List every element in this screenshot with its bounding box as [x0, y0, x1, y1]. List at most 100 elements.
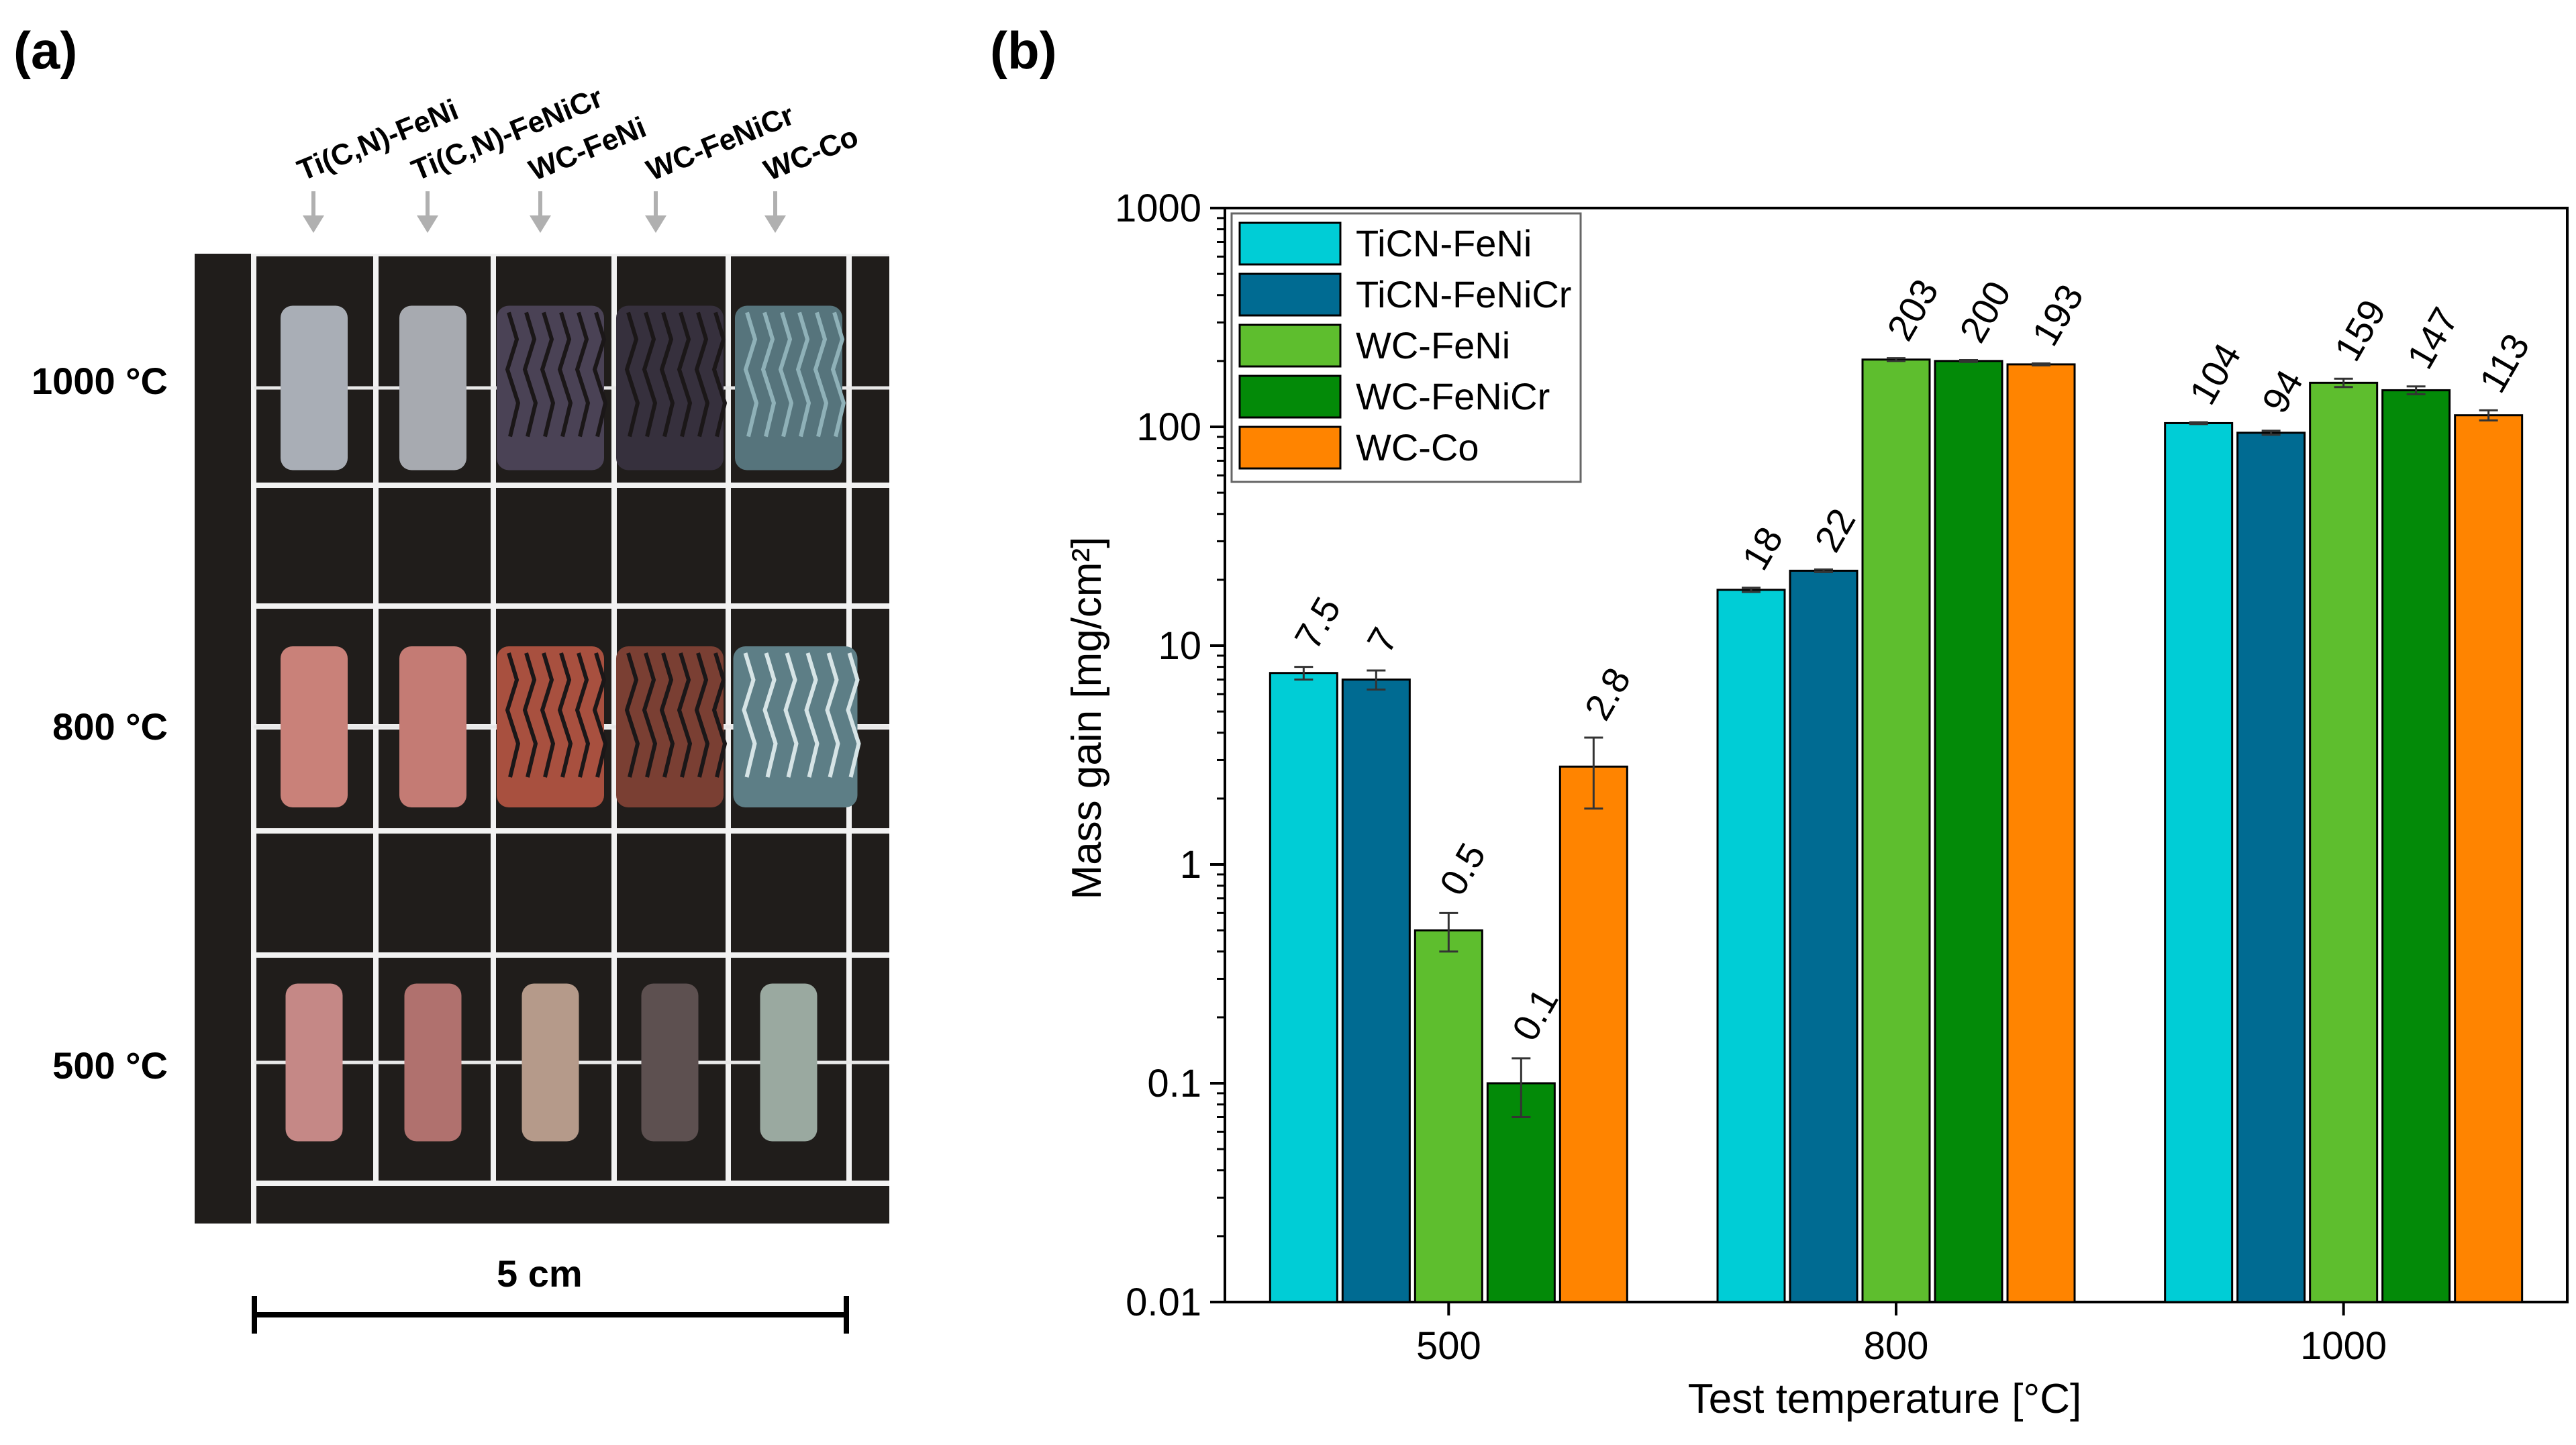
sample-specimen [616, 646, 724, 807]
scale-bar-label: 5 cm [497, 1252, 583, 1295]
y-tick-label: 10 [1158, 624, 1201, 668]
crack-texture [694, 311, 710, 438]
bar [1789, 569, 1859, 1303]
x-tick-label: 500 [1416, 1324, 1481, 1368]
crack-texture [505, 652, 521, 778]
mass-gain-chart: 0.01 0.1 1 10 100 1000 500 800 1000 7.5 7 0.5 0.1 2.… [1064, 187, 2569, 1422]
crack-texture [846, 652, 861, 778]
panel-b-label: (b) [990, 21, 1057, 80]
y-tick-label: 0.1 [1147, 1062, 1201, 1105]
data-label: 18 [1734, 519, 1791, 577]
data-label: 7.5 [1286, 590, 1348, 656]
crack-texture [540, 311, 556, 438]
bar [1861, 358, 1931, 1303]
x-axis-title: Test temperature [°C] [1688, 1376, 2081, 1422]
crack-texture [592, 311, 608, 438]
crack-texture [677, 652, 693, 778]
legend-swatch [1238, 375, 1342, 419]
sample-photo [195, 254, 889, 1224]
sample-specimen [641, 983, 699, 1142]
x-tick-label: 1000 [2300, 1324, 2387, 1368]
crack-texture [540, 652, 556, 778]
data-label: 104 [2181, 336, 2248, 411]
y-axis-title: Mass gain [mg/cm²] [1064, 537, 1110, 900]
y-tick-label: 0.01 [1126, 1281, 1201, 1324]
crack-texture [575, 311, 591, 438]
data-label: 7 [1358, 621, 1405, 660]
legend-swatch [1238, 426, 1342, 470]
crack-texture [795, 311, 811, 438]
sample-specimen [733, 646, 858, 807]
crack-texture [557, 311, 573, 438]
data-label: 94 [2253, 362, 2311, 419]
scale-bar [252, 1296, 849, 1334]
legend-swatch [1238, 221, 1342, 266]
crack-texture [624, 311, 640, 438]
panel-a-label: (a) [13, 21, 78, 80]
crack-texture [711, 652, 728, 778]
crack-texture [592, 652, 608, 778]
data-label: 0.1 [1503, 981, 1566, 1048]
sample-specimen [399, 305, 466, 470]
sample-specimen [616, 305, 724, 470]
bar [1934, 360, 2003, 1303]
crack-texture [825, 652, 840, 778]
bar [2006, 363, 2076, 1303]
data-label: 113 [2471, 327, 2537, 400]
crack-texture [711, 311, 728, 438]
bar [1558, 765, 1628, 1303]
legend-label: WC-FeNi [1356, 324, 1510, 366]
row-label-500: 500 °C [52, 1044, 168, 1087]
data-label: 203 [1879, 272, 1946, 347]
legend-swatch [1238, 272, 1342, 317]
crack-texture [642, 311, 658, 438]
crack-texture [742, 652, 757, 778]
sample-specimen [735, 305, 842, 470]
bar [1716, 589, 1786, 1303]
crack-texture [505, 311, 521, 438]
bar [1414, 929, 1483, 1303]
sample-specimen [285, 983, 343, 1142]
x-tick-label: 800 [1864, 1324, 1929, 1368]
sample-specimen [281, 305, 348, 470]
crack-texture [830, 311, 846, 438]
bar [2454, 414, 2524, 1303]
chart-axes: 0.01 0.1 1 10 100 1000 500 800 1000 [1115, 187, 2569, 1368]
row-label-800: 800 °C [52, 705, 168, 748]
y-tick-label: 1000 [1115, 187, 1201, 230]
crack-texture [642, 652, 658, 778]
crack-texture [694, 652, 710, 778]
data-label: 159 [2326, 293, 2393, 368]
crack-texture [522, 652, 538, 778]
sample-specimen [497, 646, 604, 807]
sample-specimen [281, 646, 348, 807]
bar [1341, 678, 1411, 1303]
crack-texture [624, 652, 640, 778]
crack-texture [804, 652, 820, 778]
legend-label: WC-Co [1356, 426, 1479, 468]
crack-texture [743, 311, 759, 438]
sample-specimen [399, 646, 466, 807]
data-label: 22 [1806, 501, 1864, 558]
crack-texture [762, 652, 778, 778]
crack-texture [522, 311, 538, 438]
data-label: 147 [2398, 300, 2466, 375]
crack-texture [659, 652, 675, 778]
data-label: 0.5 [1431, 836, 1493, 902]
bar [2309, 381, 2379, 1303]
sample-specimen [497, 305, 604, 470]
data-label: 200 [1951, 274, 2019, 349]
data-label: 193 [2024, 277, 2091, 352]
sample-specimen [522, 983, 579, 1142]
sample-photo-svg [251, 254, 889, 1224]
crack-texture [778, 311, 794, 438]
legend-label: TiCN-FeNiCr [1356, 273, 1571, 315]
data-label: 2.8 [1576, 660, 1638, 727]
bar [2164, 421, 2234, 1303]
legend-label: WC-FeNiCr [1356, 375, 1550, 417]
bar [2236, 432, 2306, 1303]
sample-specimen [760, 983, 818, 1142]
y-tick-label: 100 [1136, 405, 1201, 449]
crack-texture [760, 311, 777, 438]
crack-texture [575, 652, 591, 778]
